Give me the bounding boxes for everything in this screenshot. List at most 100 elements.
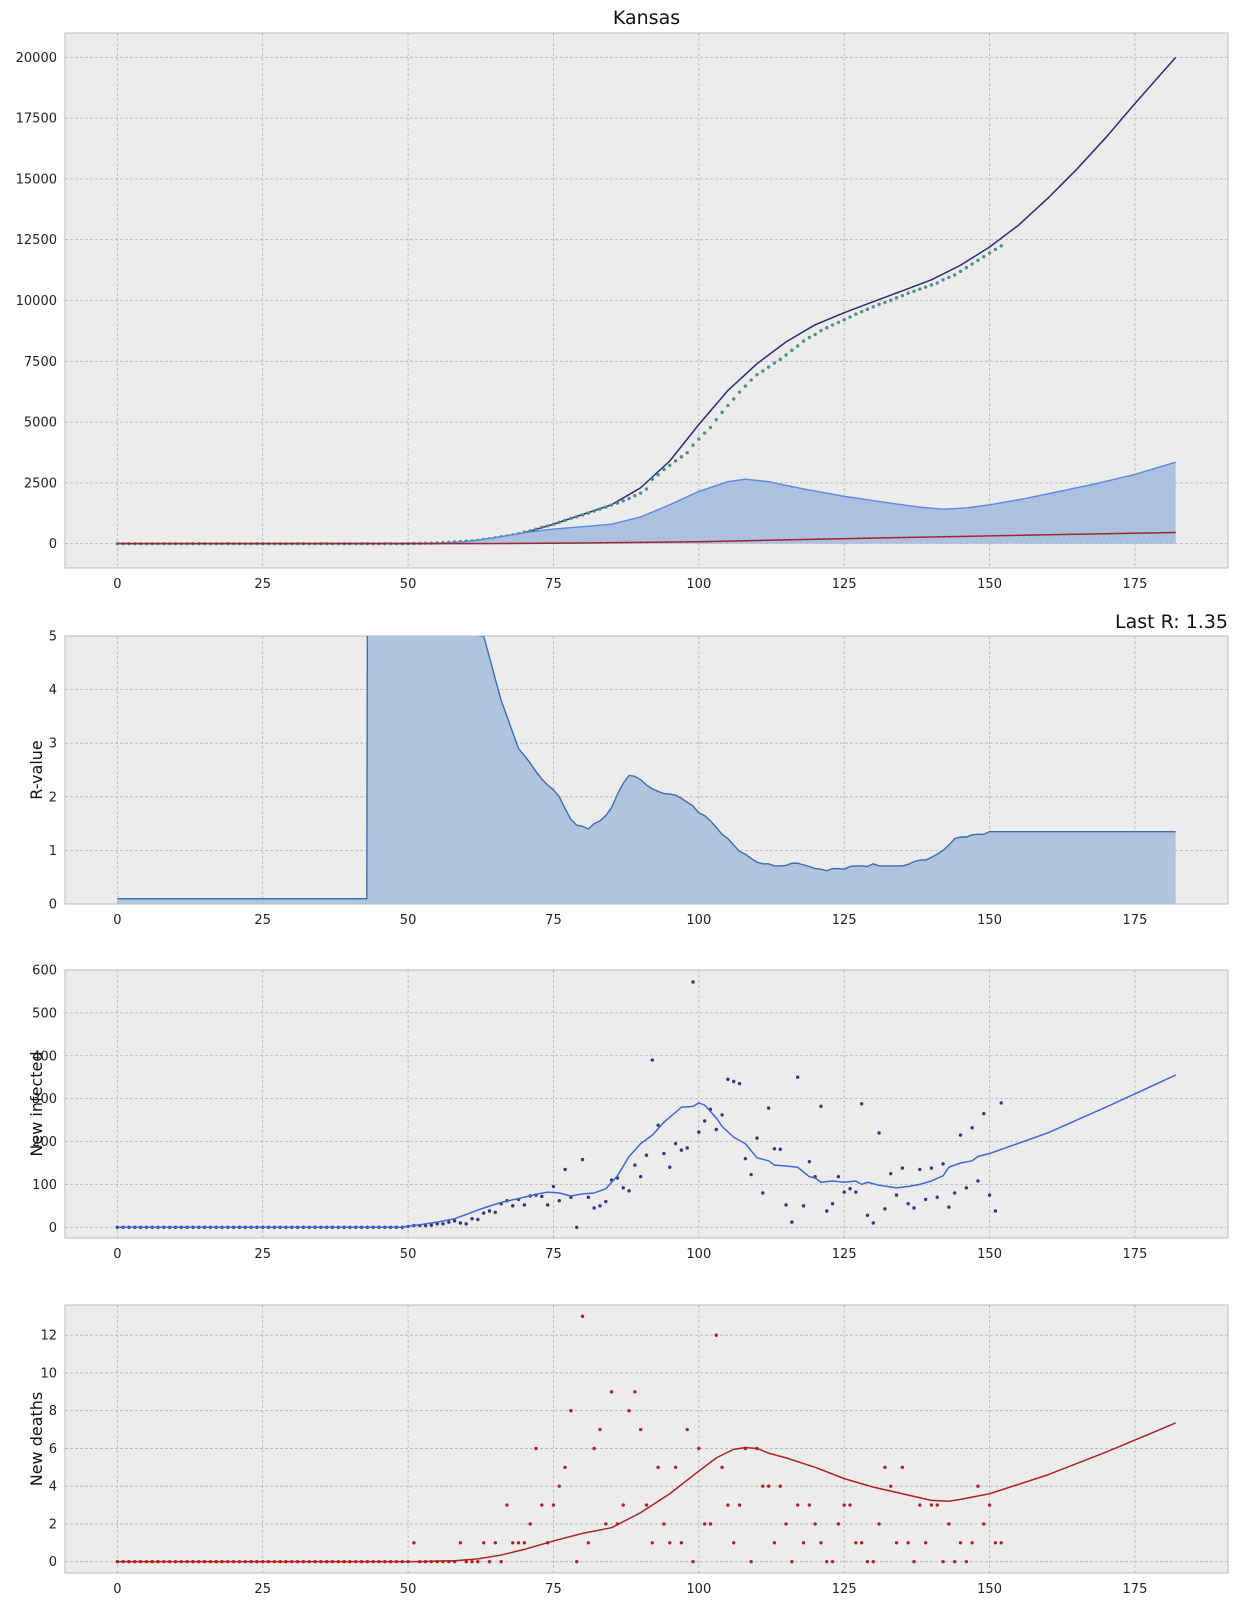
data-point	[976, 1179, 980, 1183]
data-point	[976, 258, 980, 263]
data-point	[726, 403, 730, 408]
data-point	[621, 1186, 625, 1190]
data-point	[691, 443, 695, 447]
data-point	[871, 305, 875, 309]
data-point	[702, 1522, 707, 1526]
x-tick-label: 150	[977, 577, 1002, 592]
plot-area	[64, 1304, 1229, 1574]
area-line	[117, 461, 1176, 545]
data-point	[679, 455, 684, 459]
plot-marks	[115, 1314, 1176, 1564]
data-point	[877, 1131, 881, 1135]
data-point	[644, 1503, 649, 1507]
data-point	[958, 1541, 963, 1545]
y-tick-label: 12500	[16, 233, 57, 248]
area-fill	[117, 636, 1176, 904]
data-point	[993, 1209, 998, 1213]
data-point	[662, 1522, 666, 1526]
data-point	[819, 1104, 823, 1109]
data-point	[836, 320, 841, 325]
data-point	[551, 1184, 556, 1189]
chart-panel-3: 0 25 50 75 100 125 150 175 0 100 200 300 400 500 600 Ne…	[27, 964, 1229, 1262]
x-tick-label: 50	[400, 1582, 417, 1597]
chart-panel-2: 0 25 50 75 100 125 150 175 0 1 2 3 4 5 Last R: 1.35 R-v…	[27, 611, 1229, 928]
data-point	[685, 1427, 689, 1432]
data-point	[511, 1204, 515, 1208]
y-tick-label: 4	[49, 683, 57, 698]
data-point	[883, 1465, 887, 1470]
x-tick-label: 175	[1123, 577, 1148, 592]
data-point	[976, 1484, 980, 1488]
data-point	[953, 1559, 957, 1564]
x-tick-label: 100	[686, 913, 711, 928]
data-point	[598, 507, 602, 511]
data-point	[825, 326, 829, 330]
data-point	[819, 328, 823, 333]
data-point	[569, 1408, 573, 1413]
data-point	[481, 1541, 486, 1545]
data-point	[761, 1191, 765, 1195]
data-point	[656, 1123, 660, 1127]
chart-title: Kansas	[613, 7, 680, 29]
x-tick-label: 175	[1123, 1582, 1148, 1597]
data-point	[650, 1058, 655, 1062]
data-point	[848, 1503, 852, 1507]
data-point	[743, 1156, 748, 1161]
data-point	[749, 1559, 753, 1564]
data-point	[638, 491, 643, 495]
data-point	[830, 323, 835, 327]
data-point	[609, 503, 614, 507]
data-point	[999, 244, 1003, 248]
data-point	[662, 467, 666, 472]
data-point	[953, 1191, 957, 1195]
data-point	[877, 302, 881, 307]
y-tick-label: 0	[49, 1221, 57, 1236]
x-tick-label: 75	[545, 1582, 562, 1597]
data-point	[923, 1541, 928, 1545]
data-point	[836, 1174, 841, 1179]
data-point	[679, 1541, 684, 1545]
data-point	[900, 1166, 905, 1170]
data-point	[592, 1446, 596, 1451]
data-point	[737, 1503, 742, 1507]
data-point	[999, 1101, 1003, 1105]
data-point	[604, 505, 608, 509]
data-point	[476, 1217, 480, 1222]
series-line	[117, 56, 1177, 545]
data-point	[848, 315, 852, 319]
y-tick-label: 12	[40, 1329, 57, 1344]
data-point	[801, 1541, 806, 1545]
data-point	[493, 1541, 498, 1545]
data-point	[638, 1174, 643, 1179]
data-point	[755, 1136, 759, 1140]
y-tick-label: 2	[49, 1517, 57, 1532]
data-point	[918, 1503, 922, 1507]
data-point	[575, 1559, 579, 1564]
data-point	[644, 487, 649, 491]
data-point	[883, 300, 887, 305]
data-point	[697, 1130, 701, 1134]
data-point	[668, 1165, 672, 1169]
data-point	[487, 1559, 492, 1564]
data-point	[953, 273, 957, 277]
data-point	[557, 1484, 561, 1488]
data-point	[557, 1198, 561, 1203]
data-point	[761, 369, 765, 373]
x-tick-label: 75	[545, 577, 562, 592]
data-point	[941, 1162, 945, 1166]
data-point	[766, 1106, 771, 1110]
data-point	[929, 283, 934, 287]
data-point	[894, 1541, 899, 1545]
x-tick-label: 0	[113, 1582, 121, 1597]
series-line	[117, 531, 1176, 545]
data-point	[790, 348, 794, 353]
data-point	[825, 1209, 829, 1213]
data-point	[929, 1503, 934, 1507]
x-tick-label: 25	[254, 1247, 271, 1262]
data-point	[755, 372, 759, 377]
data-point	[720, 1113, 724, 1117]
y-tick-label: 400	[32, 1049, 57, 1064]
data-point	[545, 524, 550, 528]
data-point	[708, 425, 713, 430]
